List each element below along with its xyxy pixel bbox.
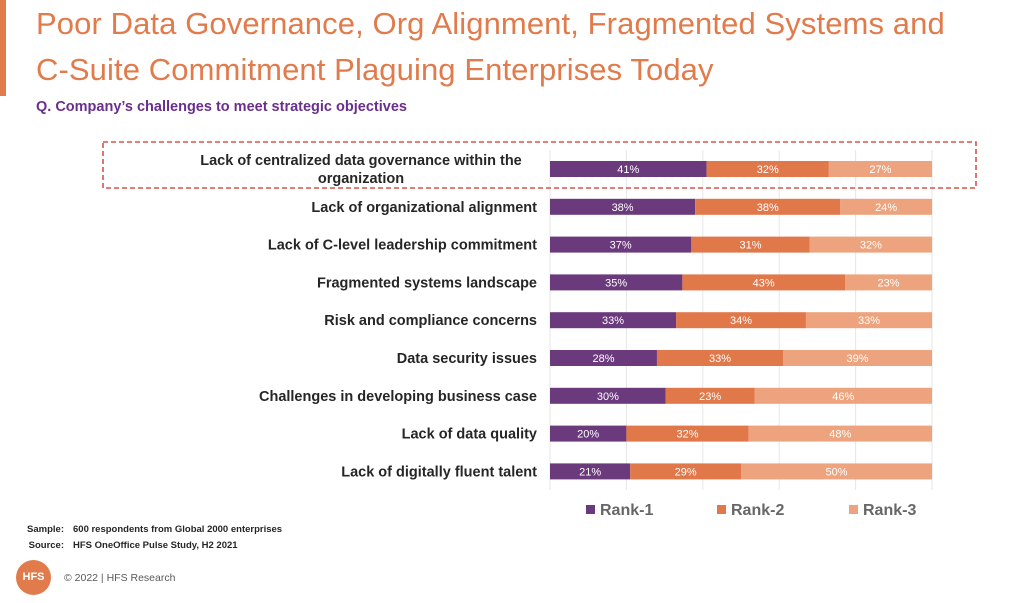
hfs-logo: HFS	[16, 560, 51, 595]
bar-segment-rank-3	[754, 387, 932, 404]
data-label: 23%	[699, 391, 721, 403]
bar-segment-rank-2	[695, 198, 841, 215]
data-label: 32%	[757, 164, 779, 176]
data-label: 32%	[677, 429, 699, 441]
data-label: 33%	[602, 315, 624, 327]
bar-segment-rank-1	[550, 350, 657, 366]
data-label: 34%	[730, 315, 752, 327]
data-label: 29%	[675, 466, 697, 478]
bar-segment-rank-3	[845, 274, 932, 291]
legend-swatch-rank-2	[717, 505, 726, 514]
category-label: Lack of organizational alignment	[311, 200, 537, 216]
bar-segment-rank-3	[783, 350, 932, 366]
bar-segment-rank-1	[550, 425, 627, 442]
accent-bar	[0, 0, 6, 96]
bar-segment-rank-1	[550, 198, 696, 215]
data-label: 35%	[605, 277, 627, 289]
data-label: 23%	[877, 277, 899, 289]
category-label: Risk and compliance concerns	[324, 313, 537, 329]
category-label: Lack of C-level leadership commitment	[268, 238, 537, 254]
category-label: Challenges in developing business case	[259, 389, 537, 405]
highlight-box	[102, 141, 977, 189]
bar-segment-rank-1	[550, 274, 683, 291]
bar-segment-rank-2	[630, 463, 741, 480]
data-label: 43%	[753, 277, 775, 289]
category-label: Data security issues	[397, 351, 537, 367]
data-label: 38%	[757, 202, 779, 214]
data-label: 24%	[875, 202, 897, 214]
bar-segment-rank-2	[691, 236, 810, 253]
legend-label: Rank-1	[600, 502, 653, 519]
bar-segment-rank-3	[809, 236, 932, 253]
bar-segment-rank-1	[550, 463, 631, 480]
data-label: 32%	[860, 240, 882, 252]
category-label: Lack of centralized data governance with…	[200, 153, 522, 169]
bar-segment-rank-1	[550, 387, 666, 404]
source-key: Source:	[28, 540, 64, 551]
bar-segment-rank-2	[626, 425, 749, 442]
data-label: 30%	[597, 391, 619, 403]
bar-segment-rank-2	[706, 161, 829, 177]
bar-segment-rank-3	[748, 425, 932, 442]
sample-value: 600 respondents from Global 2000 enterpr…	[73, 524, 283, 535]
source-note: Source: HFS OneOffice Pulse Study, H2 202…	[20, 540, 238, 551]
sample-note: Sample: 600 respondents from Global 2000 …	[20, 524, 282, 535]
data-label: 28%	[592, 353, 614, 365]
bar-segment-rank-3	[840, 198, 932, 215]
data-label: 46%	[832, 391, 854, 403]
data-label: 41%	[617, 164, 639, 176]
data-label: 33%	[858, 315, 880, 327]
bar-segment-rank-3	[741, 463, 932, 480]
data-label: 50%	[825, 466, 847, 478]
bar-segment-rank-1	[550, 161, 707, 177]
data-label: 31%	[740, 240, 762, 252]
bar-segment-rank-2	[682, 274, 846, 291]
bar-segment-rank-2	[676, 312, 806, 329]
legend-label: Rank-3	[863, 502, 916, 519]
data-label: 38%	[612, 202, 634, 214]
page-title-line-2: C-Suite Commitment Plaguing Enterprises …	[36, 52, 714, 87]
data-label: 33%	[709, 353, 731, 365]
legend-swatch-rank-1	[586, 505, 595, 514]
category-label: Lack of digitally fluent talent	[341, 464, 537, 480]
page-title-line-1: Poor Data Governance, Org Alignment, Fra…	[36, 6, 945, 41]
bar-segment-rank-3	[828, 161, 932, 177]
data-label: 48%	[829, 429, 851, 441]
bar-segment-rank-1	[550, 236, 692, 253]
bar-segment-rank-3	[805, 312, 932, 329]
legend-swatch-rank-3	[849, 505, 858, 514]
data-label: 39%	[846, 353, 868, 365]
data-label: 20%	[577, 429, 599, 441]
bar-segment-rank-2	[665, 387, 755, 404]
category-label: Lack of data quality	[402, 427, 537, 443]
sample-key: Sample:	[27, 524, 64, 535]
legend-label: Rank-2	[731, 502, 784, 519]
copyright: © 2022 | HFS Research	[64, 572, 176, 584]
data-label: 27%	[869, 164, 891, 176]
category-label: Fragmented systems landscape	[317, 275, 537, 291]
data-label: 37%	[610, 240, 632, 252]
data-label: 21%	[579, 466, 601, 478]
chart-question: Q. Company’s challenges to meet strategi…	[36, 99, 407, 115]
bar-segment-rank-1	[550, 312, 677, 329]
category-label: organization	[318, 171, 404, 187]
source-value: HFS OneOffice Pulse Study, H2 2021	[73, 540, 238, 551]
bar-segment-rank-2	[656, 350, 784, 366]
